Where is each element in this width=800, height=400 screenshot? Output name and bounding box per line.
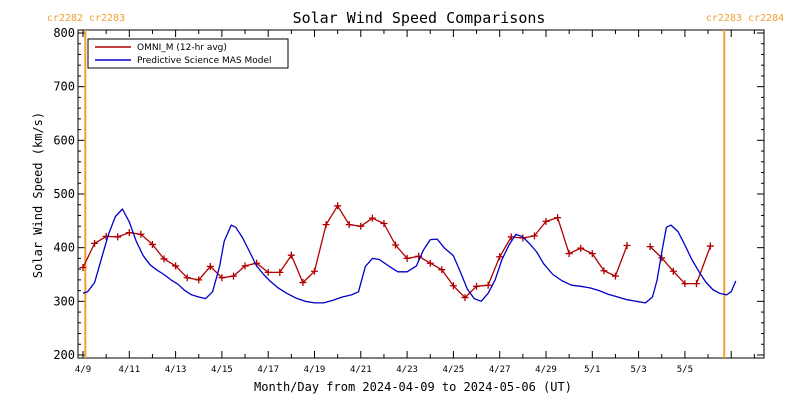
data-point-marker (646, 243, 654, 251)
x-tick-label: 4/17 (257, 365, 279, 375)
data-point-marker (172, 262, 180, 270)
data-point-marker (264, 268, 272, 276)
data-point-marker (114, 233, 122, 241)
data-point-marker (554, 214, 562, 222)
x-tick-label: 4/25 (443, 365, 465, 375)
data-point-marker (519, 234, 527, 242)
x-tick-label: 4/9 (75, 365, 91, 375)
data-point-marker (125, 229, 133, 237)
data-point-marker (160, 255, 168, 263)
data-point-marker (449, 282, 457, 290)
x-tick-label: 4/15 (211, 365, 233, 375)
x-tick-label: 4/27 (489, 365, 511, 375)
x-tick-label: 4/13 (165, 365, 187, 375)
data-point-marker (137, 230, 145, 238)
x-tick-label: 5/1 (584, 365, 600, 375)
x-tick-label: 5/3 (630, 365, 646, 375)
data-point-marker (681, 280, 689, 288)
series-line (649, 245, 712, 285)
data-point-marker (368, 214, 376, 222)
data-point-marker (496, 253, 504, 261)
data-point-marker (403, 254, 411, 262)
y-axis-label: Solar Wind Speed (km/s) (31, 112, 45, 278)
x-tick-label: 4/29 (535, 365, 557, 375)
data-point-marker (542, 217, 550, 225)
data-point-marker (623, 242, 631, 250)
data-point-marker (692, 280, 700, 288)
y-tick-label: 700 (53, 80, 75, 94)
plot-frame (77, 29, 765, 359)
x-tick-label: 4/11 (118, 365, 140, 375)
data-point-marker (392, 241, 400, 249)
carrington-label-after: cr2284 (748, 13, 784, 24)
data-point-marker (218, 274, 226, 282)
legend-box (87, 38, 289, 69)
series-1 (82, 208, 737, 304)
y-tick-label: 400 (53, 241, 75, 255)
x-axis: 4/9 4/11 4/13 4/15 4/17 4/19 4/21 4/23 4/25 4/27 4… (75, 30, 755, 375)
data-point-marker (322, 221, 330, 229)
data-point-marker (669, 267, 677, 275)
data-point-marker (345, 221, 353, 229)
data-point-marker (148, 240, 156, 248)
series-line (82, 205, 628, 299)
legend-label-mas-model: Predictive Science MAS Model (137, 56, 272, 66)
x-tick-label: 4/19 (304, 365, 326, 375)
data-point-marker (461, 294, 469, 302)
data-point-marker (577, 244, 585, 252)
carrington-label-after: cr2283 (89, 13, 125, 24)
series-line (82, 208, 737, 304)
carrington-label-before: cr2282 (47, 13, 83, 24)
data-point-marker (426, 259, 434, 267)
data-point-marker (565, 250, 573, 258)
data-point-marker (276, 268, 284, 276)
y-tick-label: 300 (53, 294, 75, 308)
data-point-marker (311, 267, 318, 275)
data-point-marker (299, 279, 307, 287)
y-tick-label: 200 (53, 348, 75, 362)
y-axis: 200 300 400 500 600 700 800 (53, 26, 764, 362)
data-point-marker (357, 222, 365, 230)
x-axis-label: Month/Day from 2024-04-09 to 2024-05-06 … (254, 380, 572, 394)
y-tick-label: 800 (53, 26, 75, 40)
data-point-marker (706, 242, 714, 250)
data-point-marker (229, 272, 237, 280)
x-tick-label: 4/23 (396, 365, 418, 375)
chart-title: Solar Wind Speed Comparisons (293, 9, 546, 27)
y-tick-label: 600 (53, 133, 75, 147)
data-point-marker (195, 276, 203, 284)
data-point-marker (473, 282, 481, 290)
series-layer (79, 202, 737, 304)
carrington-label-before: cr2283 (706, 13, 742, 24)
data-point-marker (380, 220, 388, 228)
data-point-marker (484, 281, 492, 289)
x-tick-label: 5/5 (677, 365, 693, 375)
carrington-rotation-markers: cr2282 cr2283 cr2283 cr2284 (47, 13, 784, 358)
data-point-marker (588, 250, 596, 258)
data-point-marker (530, 232, 538, 240)
data-point-marker (611, 272, 619, 280)
y-tick-label: 500 (53, 187, 75, 201)
data-point-marker (287, 251, 295, 259)
data-point-marker (79, 264, 87, 272)
series-0 (79, 202, 714, 302)
data-point-marker (183, 274, 191, 282)
x-tick-label: 4/21 (350, 365, 372, 375)
data-point-marker (438, 266, 446, 274)
data-point-marker (241, 262, 249, 270)
data-point-marker (206, 262, 214, 270)
legend-label-omni: OMNI_M (12-hr avg) (137, 43, 227, 53)
data-point-marker (600, 267, 608, 275)
legend: OMNI_M (12-hr avg) Predictive Science MA… (87, 38, 289, 69)
data-point-marker (334, 202, 342, 210)
data-point-marker (91, 239, 99, 247)
